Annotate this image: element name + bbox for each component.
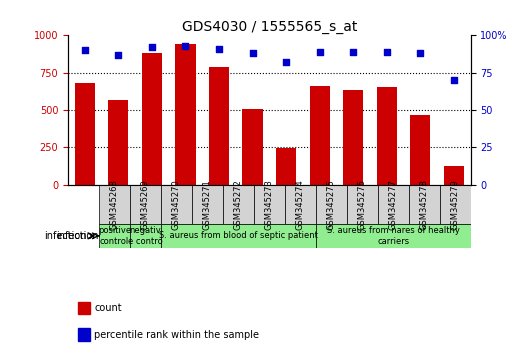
Bar <box>108 101 129 185</box>
Bar <box>130 224 161 248</box>
Point <box>416 51 425 56</box>
Point <box>383 49 391 55</box>
Text: infection: infection <box>56 231 99 241</box>
Bar <box>316 224 471 248</box>
Point <box>147 45 156 50</box>
Bar <box>343 90 363 185</box>
Bar <box>99 185 130 224</box>
Text: GSM345272: GSM345272 <box>234 179 243 230</box>
Bar <box>410 115 430 185</box>
Point <box>349 49 357 55</box>
Bar <box>254 185 285 224</box>
Point <box>114 52 122 58</box>
Point <box>450 78 458 83</box>
Text: positive
control: positive control <box>98 226 131 246</box>
Bar <box>347 185 378 224</box>
Bar <box>209 67 229 185</box>
Text: GSM345271: GSM345271 <box>203 179 212 230</box>
Bar <box>161 224 316 248</box>
Bar <box>75 83 95 185</box>
Text: GSM345279: GSM345279 <box>451 179 460 230</box>
Point <box>248 51 257 56</box>
Text: count: count <box>94 303 122 313</box>
Text: GSM345269: GSM345269 <box>141 179 150 230</box>
Bar <box>192 185 223 224</box>
Text: GSM345270: GSM345270 <box>172 179 181 230</box>
Bar <box>243 109 263 185</box>
Text: percentile rank within the sample: percentile rank within the sample <box>94 330 259 339</box>
Bar <box>310 86 329 185</box>
Bar <box>440 185 471 224</box>
Text: infection: infection <box>44 231 87 241</box>
Bar <box>161 185 192 224</box>
Bar <box>130 185 161 224</box>
Point <box>315 49 324 55</box>
Text: GSM345276: GSM345276 <box>358 179 367 230</box>
Point <box>282 59 290 65</box>
Bar <box>142 53 162 185</box>
Bar <box>175 44 196 185</box>
Bar <box>223 185 254 224</box>
Text: S. aureus from nares of healthy
carriers: S. aureus from nares of healthy carriers <box>327 226 460 246</box>
Bar <box>316 185 347 224</box>
Text: GSM345268: GSM345268 <box>110 179 119 230</box>
Bar <box>377 87 397 185</box>
Text: GSM345278: GSM345278 <box>420 179 429 230</box>
Bar <box>378 185 409 224</box>
Bar <box>409 185 440 224</box>
Text: GSM345274: GSM345274 <box>296 179 305 230</box>
Point <box>81 47 89 53</box>
Text: negativ
e contro: negativ e contro <box>128 226 163 246</box>
Point <box>181 43 190 49</box>
Point <box>215 46 223 52</box>
Text: S. aureus from blood of septic patient: S. aureus from blood of septic patient <box>159 232 318 240</box>
Title: GDS4030 / 1555565_s_at: GDS4030 / 1555565_s_at <box>181 21 357 34</box>
Bar <box>99 224 130 248</box>
Bar <box>444 166 464 185</box>
Text: GSM345273: GSM345273 <box>265 179 274 230</box>
Bar <box>285 185 316 224</box>
Text: GSM345275: GSM345275 <box>327 179 336 230</box>
Bar <box>276 148 296 185</box>
Text: GSM345277: GSM345277 <box>389 179 398 230</box>
